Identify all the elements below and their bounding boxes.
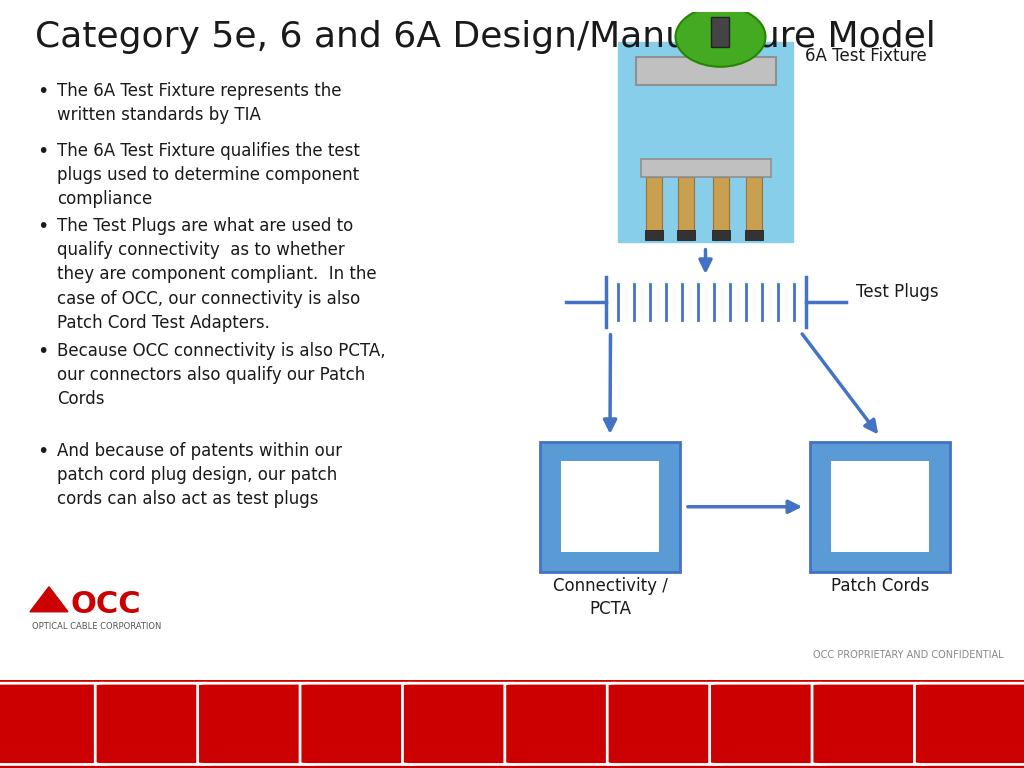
FancyBboxPatch shape [561, 462, 659, 552]
Text: Test Plugs: Test Plugs [855, 283, 938, 301]
FancyBboxPatch shape [810, 442, 950, 571]
FancyBboxPatch shape [505, 684, 622, 764]
FancyBboxPatch shape [644, 230, 663, 240]
Text: The 6A Test Fixture qualifies the test
plugs used to determine component
complia: The 6A Test Fixture qualifies the test p… [57, 142, 359, 208]
FancyBboxPatch shape [640, 159, 770, 177]
FancyBboxPatch shape [618, 41, 793, 242]
FancyBboxPatch shape [710, 684, 826, 764]
Polygon shape [30, 587, 68, 612]
FancyBboxPatch shape [540, 442, 680, 571]
FancyBboxPatch shape [0, 684, 110, 764]
FancyBboxPatch shape [95, 684, 212, 764]
FancyBboxPatch shape [0, 680, 1024, 768]
FancyBboxPatch shape [645, 177, 662, 233]
FancyBboxPatch shape [712, 230, 729, 240]
Text: OCC PROPRIETARY AND CONFIDENTIAL: OCC PROPRIETARY AND CONFIDENTIAL [813, 650, 1004, 660]
Ellipse shape [676, 7, 766, 67]
FancyBboxPatch shape [677, 230, 694, 240]
FancyBboxPatch shape [198, 684, 314, 764]
FancyBboxPatch shape [711, 17, 728, 47]
Text: The Test Plugs are what are used to
qualify connectivity  as to whether
they are: The Test Plugs are what are used to qual… [57, 217, 377, 332]
Text: Patch Cords: Patch Cords [830, 577, 929, 594]
FancyBboxPatch shape [745, 177, 762, 233]
FancyBboxPatch shape [831, 462, 929, 552]
Text: And because of patents within our
patch cord plug design, our patch
cords can al: And because of patents within our patch … [57, 442, 342, 508]
FancyBboxPatch shape [607, 684, 724, 764]
FancyBboxPatch shape [402, 684, 519, 764]
Text: 6A Test Fixture: 6A Test Fixture [805, 47, 927, 65]
FancyBboxPatch shape [914, 684, 1024, 764]
Text: •: • [37, 342, 48, 361]
FancyBboxPatch shape [636, 57, 775, 84]
FancyBboxPatch shape [744, 230, 763, 240]
Text: •: • [37, 217, 48, 236]
Text: Category 5e, 6 and 6A Design/Manufacture Model: Category 5e, 6 and 6A Design/Manufacture… [35, 20, 936, 54]
Text: •: • [37, 81, 48, 101]
Text: •: • [37, 442, 48, 461]
Text: OCC: OCC [70, 590, 140, 619]
Text: OPTICAL CABLE CORPORATION: OPTICAL CABLE CORPORATION [32, 622, 162, 631]
FancyBboxPatch shape [713, 177, 728, 233]
FancyBboxPatch shape [300, 684, 417, 764]
FancyBboxPatch shape [812, 684, 929, 764]
FancyBboxPatch shape [678, 177, 693, 233]
Text: •: • [37, 142, 48, 161]
Text: Because OCC connectivity is also PCTA,
our connectors also qualify our Patch
Cor: Because OCC connectivity is also PCTA, o… [57, 342, 386, 409]
Text: The 6A Test Fixture represents the
written standards by TIA: The 6A Test Fixture represents the writt… [57, 81, 341, 124]
Text: Connectivity /
PCTA: Connectivity / PCTA [553, 577, 668, 618]
